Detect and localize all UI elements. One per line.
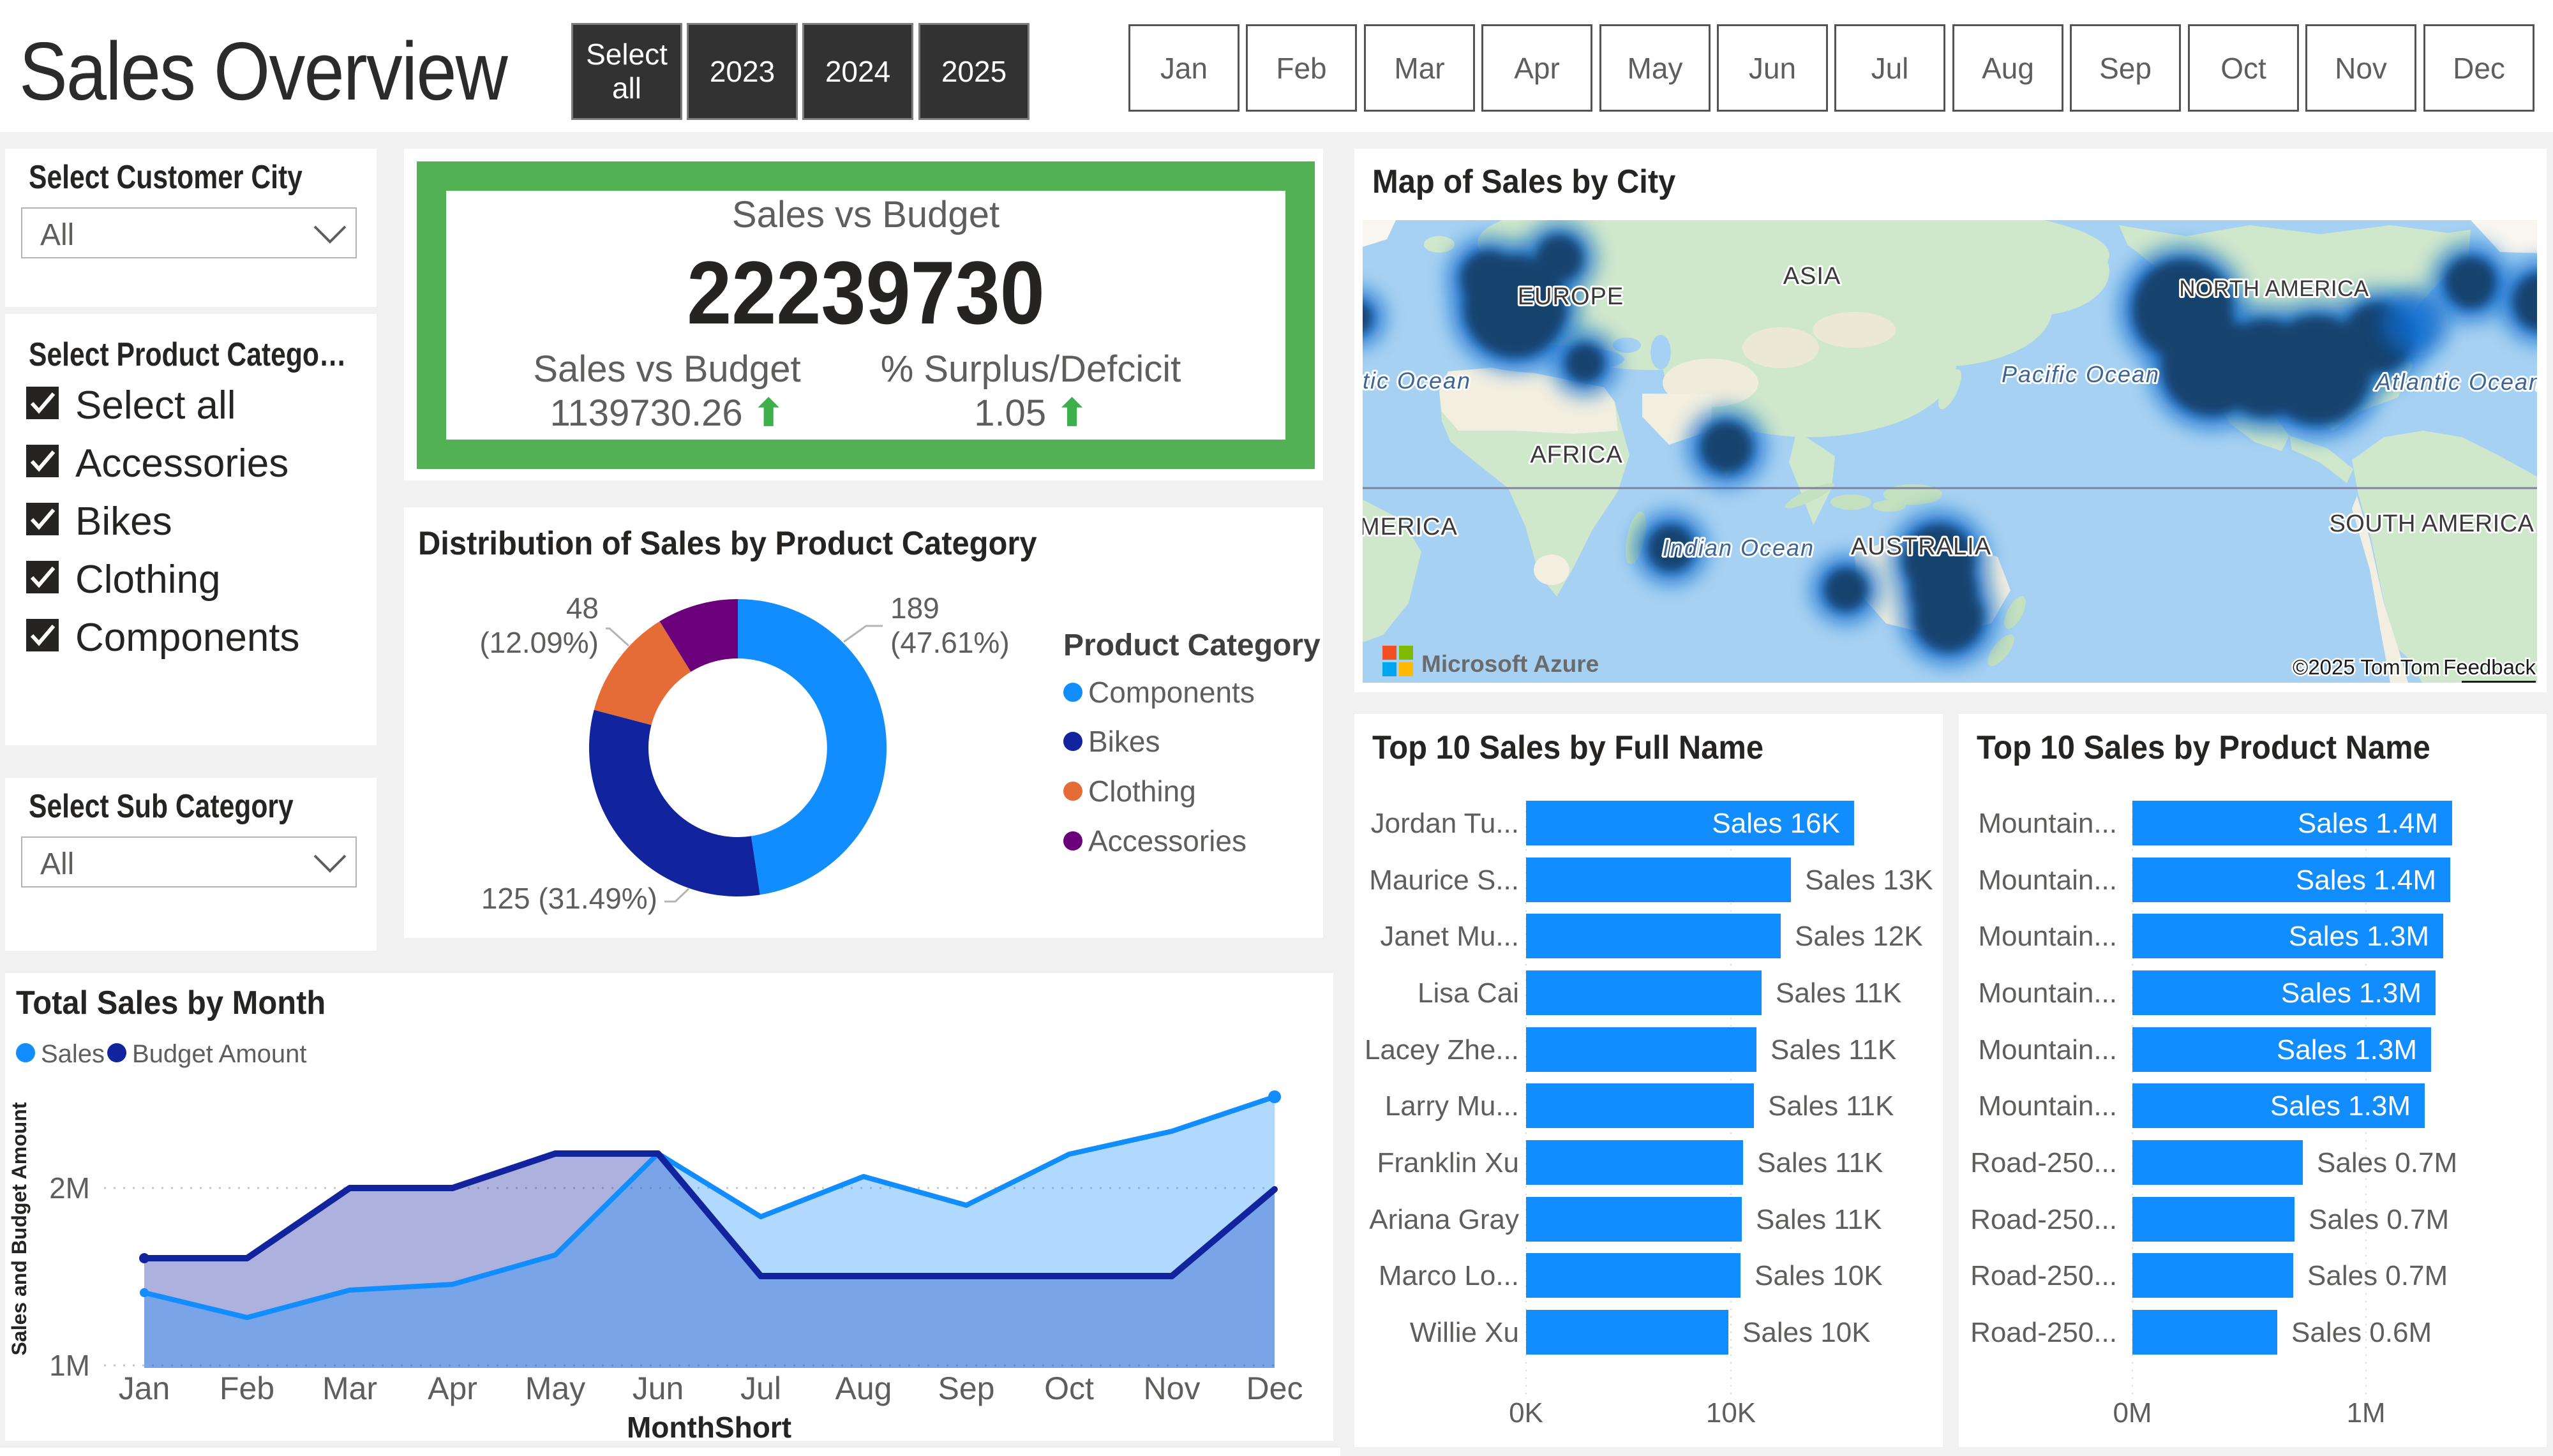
- svg-text:MERICA: MERICA: [1363, 514, 1458, 540]
- svg-text:0K: 0K: [1509, 1397, 1543, 1429]
- svg-text:Sales 1.3M: Sales 1.3M: [2270, 1090, 2411, 1122]
- svg-text:Sales 16K: Sales 16K: [1712, 808, 1840, 839]
- svg-text:0M: 0M: [2113, 1397, 2152, 1429]
- svg-text:Sales 1.3M: Sales 1.3M: [2289, 921, 2429, 952]
- svg-text:Sales 1.3M: Sales 1.3M: [2281, 977, 2422, 1009]
- svg-text:Dec: Dec: [1247, 1371, 1303, 1406]
- svg-text:Lacey Zhe...: Lacey Zhe...: [1365, 1034, 1519, 1066]
- svg-text:Lisa Cai: Lisa Cai: [1418, 977, 1519, 1009]
- svg-text:Jordan Tu...: Jordan Tu...: [1371, 808, 1519, 839]
- svg-text:Feedback: Feedback: [2443, 655, 2536, 679]
- svg-text:Microsoft Azure: Microsoft Azure: [1421, 651, 1599, 677]
- svg-text:189: 189: [890, 591, 940, 625]
- svg-text:Mountain...: Mountain...: [1978, 977, 2117, 1009]
- svg-text:MonthShort: MonthShort: [627, 1411, 791, 1441]
- svg-text:Mountain...: Mountain...: [1978, 808, 2117, 839]
- svg-text:Apr: Apr: [428, 1371, 477, 1406]
- svg-text:Nov: Nov: [1144, 1371, 1201, 1406]
- svg-text:©2025 TomTom: ©2025 TomTom: [2293, 655, 2440, 679]
- svg-text:Jan: Jan: [119, 1371, 170, 1406]
- svg-text:EUROPE: EUROPE: [1518, 283, 1624, 310]
- svg-text:Sep: Sep: [938, 1371, 995, 1406]
- svg-text:Budget Amount: Budget Amount: [132, 1040, 307, 1068]
- svg-text:Sales 11K: Sales 11K: [1776, 977, 1901, 1009]
- svg-text:Sales 11K: Sales 11K: [1771, 1034, 1896, 1066]
- svg-text:48: 48: [566, 591, 599, 625]
- svg-text:Components: Components: [1088, 676, 1255, 709]
- svg-text:NORTH AMERICA: NORTH AMERICA: [2179, 276, 2369, 301]
- svg-text:125 (31.49%): 125 (31.49%): [481, 882, 657, 915]
- svg-text:Pacific Ocean: Pacific Ocean: [2002, 361, 2160, 387]
- svg-text:Product Category: Product Category: [1063, 628, 1321, 662]
- svg-text:Sales 0.6M: Sales 0.6M: [2291, 1317, 2432, 1348]
- svg-text:Clothing: Clothing: [1088, 775, 1196, 808]
- svg-text:Sales 0.7M: Sales 0.7M: [2309, 1204, 2449, 1235]
- svg-text:Janet Mu...: Janet Mu...: [1380, 921, 1519, 952]
- svg-text:Sales: Sales: [41, 1040, 105, 1068]
- svg-text:Sales and Budget Amount: Sales and Budget Amount: [8, 1102, 31, 1355]
- svg-text:(47.61%): (47.61%): [890, 626, 1010, 659]
- svg-text:SOUTH AMERICA: SOUTH AMERICA: [2329, 510, 2534, 537]
- svg-text:ASIA: ASIA: [1783, 263, 1841, 290]
- svg-text:Jun: Jun: [633, 1371, 684, 1406]
- svg-text:Ariana Gray: Ariana Gray: [1369, 1204, 1519, 1235]
- svg-text:Jul: Jul: [740, 1371, 781, 1406]
- svg-text:Sales 11K: Sales 11K: [1756, 1204, 1882, 1235]
- svg-text:Sales 0.7M: Sales 0.7M: [2307, 1260, 2448, 1291]
- svg-text:Sales 13K: Sales 13K: [1805, 865, 1933, 896]
- svg-text:Mountain...: Mountain...: [1978, 1034, 2117, 1066]
- svg-text:2M: 2M: [49, 1171, 90, 1205]
- svg-text:Sales 10K: Sales 10K: [1742, 1317, 1871, 1348]
- svg-text:Sales 11K: Sales 11K: [1768, 1090, 1894, 1122]
- svg-text:Larry Mu...: Larry Mu...: [1385, 1090, 1519, 1122]
- svg-text:AFRICA: AFRICA: [1530, 442, 1622, 468]
- svg-text:Mountain...: Mountain...: [1978, 865, 2117, 896]
- svg-text:Road-250...: Road-250...: [1970, 1147, 2117, 1178]
- svg-text:1M: 1M: [49, 1349, 90, 1382]
- svg-text:Sales 1.4M: Sales 1.4M: [2296, 865, 2436, 896]
- svg-text:10K: 10K: [1706, 1397, 1756, 1429]
- svg-text:Sales 0.7M: Sales 0.7M: [2317, 1147, 2457, 1178]
- svg-text:May: May: [525, 1371, 585, 1406]
- svg-text:Mountain...: Mountain...: [1978, 921, 2117, 952]
- svg-text:Sales 1.4M: Sales 1.4M: [2298, 808, 2438, 839]
- svg-text:Indian Ocean: Indian Ocean: [1663, 535, 1815, 561]
- svg-text:Franklin Xu: Franklin Xu: [1377, 1147, 1519, 1178]
- svg-text:Bikes: Bikes: [1088, 725, 1160, 758]
- svg-text:Oct: Oct: [1044, 1371, 1094, 1406]
- svg-text:Maurice S...: Maurice S...: [1369, 865, 1519, 896]
- svg-text:Aug: Aug: [835, 1371, 892, 1406]
- svg-text:Sales 10K: Sales 10K: [1755, 1260, 1883, 1291]
- svg-text:Marco Lo...: Marco Lo...: [1379, 1260, 1519, 1291]
- svg-text:Willie Xu: Willie Xu: [1410, 1317, 1519, 1348]
- svg-text:Sales 12K: Sales 12K: [1795, 921, 1923, 952]
- svg-text:Road-250...: Road-250...: [1970, 1260, 2117, 1291]
- svg-text:Sales 11K: Sales 11K: [1757, 1147, 1883, 1178]
- svg-text:Accessories: Accessories: [1088, 824, 1247, 858]
- svg-text:Atlantic Ocean: Atlantic Ocean: [2374, 369, 2537, 395]
- svg-text:1M: 1M: [2346, 1397, 2385, 1429]
- svg-text:Road-250...: Road-250...: [1970, 1317, 2117, 1348]
- svg-text:(12.09%): (12.09%): [479, 626, 599, 659]
- svg-text:Mar: Mar: [322, 1371, 377, 1406]
- svg-text:Road-250...: Road-250...: [1970, 1204, 2117, 1235]
- svg-text:Mountain...: Mountain...: [1978, 1090, 2117, 1122]
- svg-text:AUSTRALIA: AUSTRALIA: [1851, 533, 1991, 560]
- svg-text:Feb: Feb: [220, 1371, 274, 1406]
- svg-text:tic Ocean: tic Ocean: [1363, 368, 1471, 394]
- svg-text:Sales 1.3M: Sales 1.3M: [2277, 1034, 2417, 1066]
